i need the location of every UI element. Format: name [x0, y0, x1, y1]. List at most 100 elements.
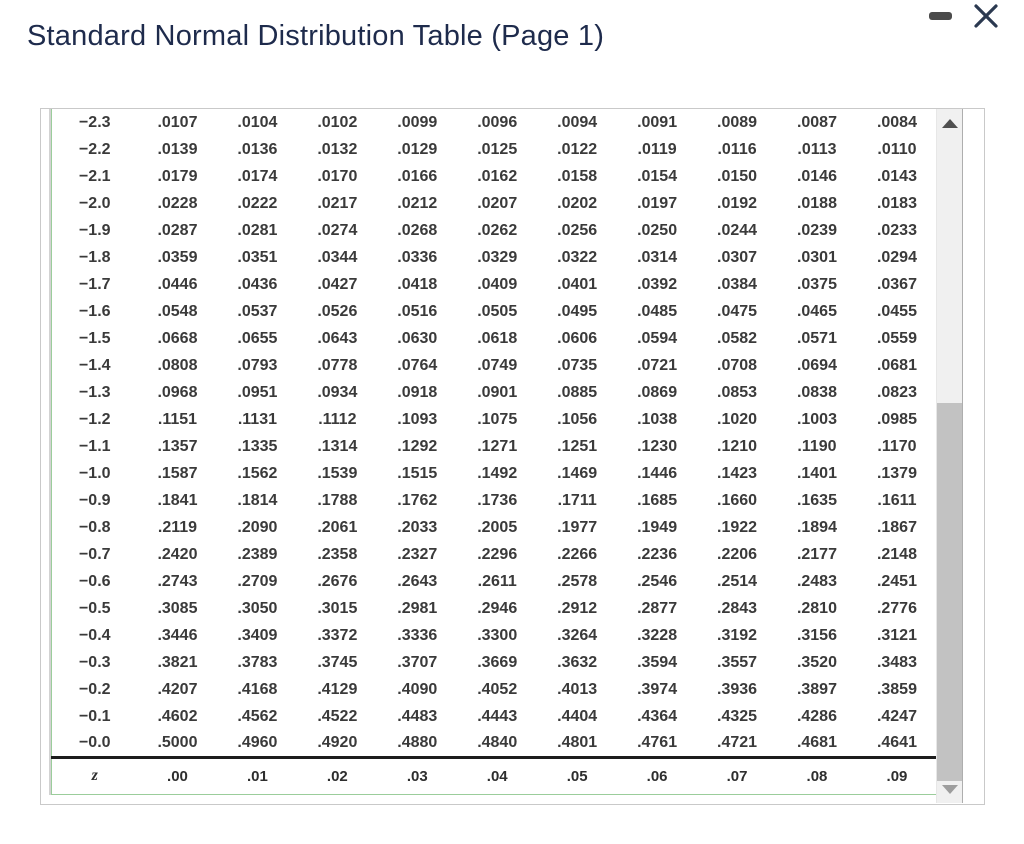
scrollbar-thumb[interactable]: [937, 403, 962, 781]
probability-cell: .0274: [317, 221, 358, 239]
probability-cell: .1894: [796, 518, 837, 536]
probability-cell: .0294: [876, 248, 917, 266]
probability-cell: .0256: [557, 221, 598, 239]
z-value-cell: −0.6: [78, 572, 111, 590]
probability-cell: .0162: [477, 167, 518, 185]
probability-cell: .0228: [157, 194, 198, 212]
probability-cell: .0139: [157, 140, 198, 158]
probability-cell: .0384: [717, 275, 758, 293]
scroll-up-button[interactable]: [937, 111, 962, 135]
probability-cell: .0166: [397, 167, 438, 185]
z-value-cell: −1.2: [78, 410, 111, 428]
table-row: −2.2 .0139 .0136 .0132 .0129 .0125 .0122 .0119.…: [52, 136, 938, 163]
probability-cell: .0808: [157, 356, 198, 374]
probability-cell: .0793: [237, 356, 278, 374]
table-row: −2.3 .0107 .0104 .0102 .0099 .0096 .0094 .0091.…: [52, 109, 938, 136]
probability-cell: .1190: [797, 437, 837, 455]
probability-cell: .1515: [397, 464, 438, 482]
probability-cell: .0125: [477, 140, 518, 158]
probability-cell: .0136: [237, 140, 278, 158]
probability-cell: .1762: [397, 491, 438, 509]
probability-cell: .0968: [157, 383, 198, 401]
probability-cell: .0096: [477, 113, 518, 131]
probability-cell: .0179: [157, 167, 198, 185]
probability-cell: .0571: [796, 329, 837, 347]
probability-cell: .0239: [796, 221, 837, 239]
probability-cell: .4483: [397, 707, 438, 725]
probability-cell: .0116: [717, 140, 757, 158]
table-row: −2.1 .0179 .0174 .0170 .0166 .0162 .0158 .0154.…: [52, 163, 938, 190]
probability-cell: .0559: [876, 329, 917, 347]
probability-cell: .2546: [637, 572, 678, 590]
scroll-down-icon: [941, 784, 958, 794]
probability-cell: .0516: [397, 302, 438, 320]
z-value-cell: −0.4: [78, 626, 111, 644]
probability-cell: .0197: [637, 194, 678, 212]
z-value-cell: −2.0: [78, 194, 111, 212]
probability-cell: .1736: [477, 491, 518, 509]
probability-cell: .4721: [717, 733, 758, 751]
probability-cell: .1093: [397, 410, 438, 428]
probability-cell: .3192: [717, 626, 758, 644]
probability-cell: .0606: [557, 329, 598, 347]
probability-cell: .3821: [157, 653, 198, 671]
probability-cell: .0436: [237, 275, 278, 293]
probability-cell: .2810: [796, 599, 837, 617]
probability-cell: .0401: [557, 275, 598, 293]
probability-cell: .1112: [318, 410, 357, 428]
probability-cell: .1170: [877, 437, 917, 455]
probability-cell: .5000: [157, 733, 198, 751]
probability-cell: .0918: [397, 383, 438, 401]
probability-cell: .2643: [397, 572, 438, 590]
probability-cell: .3897: [796, 680, 837, 698]
z-value-cell: −0.5: [78, 599, 111, 617]
probability-cell: .0119: [637, 140, 677, 158]
probability-cell: .2148: [876, 545, 917, 563]
column-header: .03: [406, 767, 428, 785]
minimize-button[interactable]: [929, 12, 952, 20]
z-value-cell: −1.8: [78, 248, 111, 266]
probability-cell: .0869: [637, 383, 678, 401]
probability-cell: .0301: [796, 248, 837, 266]
probability-cell: .0694: [796, 356, 837, 374]
probability-cell: .3372: [317, 626, 358, 644]
vertical-scrollbar[interactable]: [936, 109, 963, 803]
z-value-cell: −1.1: [78, 437, 111, 455]
probability-cell: .0329: [477, 248, 518, 266]
table-row: −0.6 .2743 .2709 .2676 .2643 .2611 .2578 .2546.…: [52, 568, 938, 595]
probability-cell: .4761: [637, 733, 678, 751]
probability-cell: .0322: [557, 248, 598, 266]
probability-cell: .0681: [876, 356, 917, 374]
probability-cell: .1949: [637, 518, 678, 536]
probability-cell: .0244: [717, 221, 758, 239]
probability-cell: .1271: [477, 437, 518, 455]
probability-cell: .4013: [557, 680, 598, 698]
close-button[interactable]: [972, 2, 1000, 30]
probability-cell: .3974: [637, 680, 678, 698]
probability-cell: .1251: [557, 437, 598, 455]
column-header: .06: [646, 767, 668, 785]
probability-cell: .0143: [876, 167, 917, 185]
probability-cell: .0154: [637, 167, 678, 185]
probability-cell: .0630: [397, 329, 438, 347]
probability-cell: .1841: [157, 491, 198, 509]
probability-cell: .0192: [717, 194, 758, 212]
probability-cell: .1611: [877, 491, 917, 509]
probability-cell: .3446: [157, 626, 198, 644]
table-row: −0.0 .5000 .4960 .4920 .4880 .4840 .4801 .4761.…: [52, 730, 938, 757]
scroll-down-button[interactable]: [937, 777, 962, 801]
column-header: .04: [486, 767, 508, 785]
probability-cell: .1056: [557, 410, 598, 428]
probability-cell: .0150: [717, 167, 758, 185]
table-row: −1.0 .1587 .1562 .1539 .1515 .1492 .1469 .1446.…: [52, 460, 938, 487]
probability-cell: .2611: [477, 572, 517, 590]
probability-cell: .3156: [796, 626, 837, 644]
scroll-up-icon: [941, 118, 958, 128]
probability-cell: .0823: [876, 383, 917, 401]
probability-cell: .0287: [157, 221, 198, 239]
probability-cell: .0268: [397, 221, 438, 239]
probability-cell: .4840: [477, 733, 518, 751]
probability-cell: .1075: [477, 410, 518, 428]
probability-cell: .3264: [557, 626, 598, 644]
probability-cell: .0708: [717, 356, 758, 374]
